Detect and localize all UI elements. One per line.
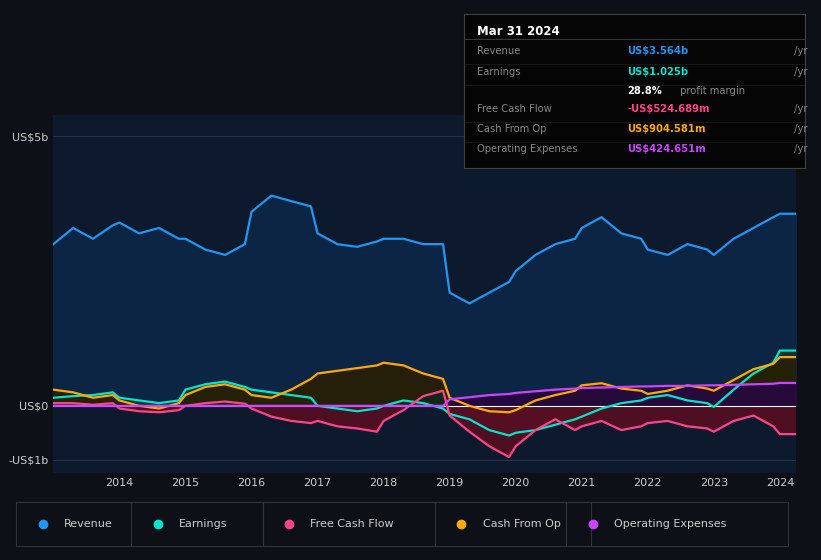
Text: -US$524.689m: -US$524.689m bbox=[627, 104, 710, 114]
Text: profit margin: profit margin bbox=[677, 86, 745, 96]
Text: Earnings: Earnings bbox=[179, 519, 227, 529]
Text: US$904.581m: US$904.581m bbox=[627, 124, 706, 134]
Text: /yr: /yr bbox=[791, 46, 807, 57]
Text: Cash From Op: Cash From Op bbox=[478, 124, 547, 134]
Text: Free Cash Flow: Free Cash Flow bbox=[310, 519, 394, 529]
Text: /yr: /yr bbox=[791, 124, 807, 134]
Text: Revenue: Revenue bbox=[64, 519, 112, 529]
Text: Mar 31 2024: Mar 31 2024 bbox=[478, 25, 560, 38]
Text: Free Cash Flow: Free Cash Flow bbox=[478, 104, 553, 114]
Text: US$3.564b: US$3.564b bbox=[627, 46, 689, 57]
Text: /yr: /yr bbox=[791, 144, 807, 154]
Text: Earnings: Earnings bbox=[478, 67, 521, 77]
Text: /yr: /yr bbox=[791, 67, 807, 77]
Text: Cash From Op: Cash From Op bbox=[483, 519, 561, 529]
Text: US$424.651m: US$424.651m bbox=[627, 144, 706, 154]
Text: Operating Expenses: Operating Expenses bbox=[478, 144, 578, 154]
Text: Revenue: Revenue bbox=[478, 46, 521, 57]
Text: US$1.025b: US$1.025b bbox=[627, 67, 689, 77]
Text: Operating Expenses: Operating Expenses bbox=[614, 519, 727, 529]
Text: 28.8%: 28.8% bbox=[627, 86, 663, 96]
Text: /yr: /yr bbox=[791, 104, 807, 114]
